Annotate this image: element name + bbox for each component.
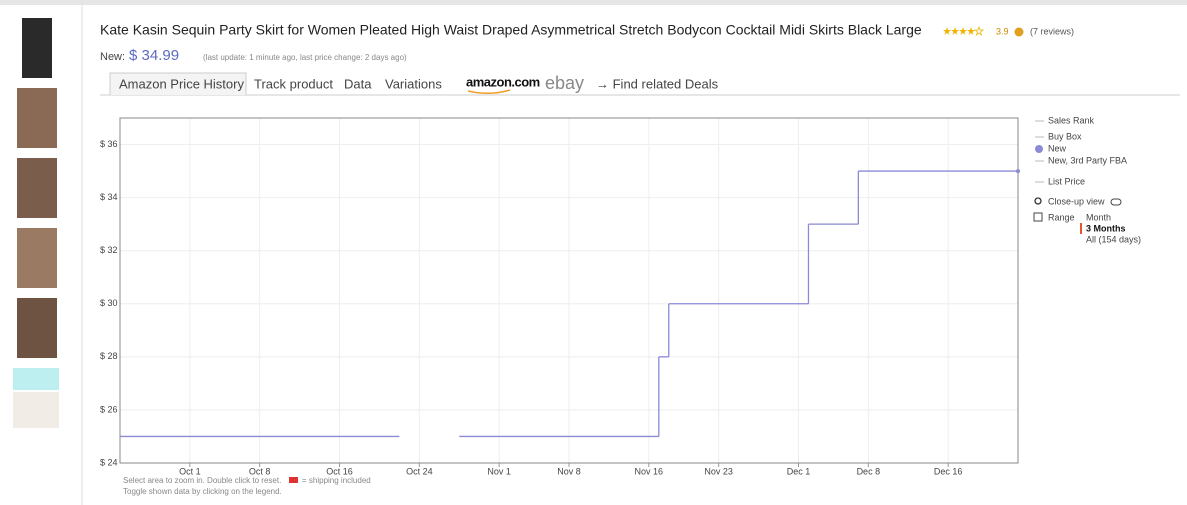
x-tick-label: Dec 8 [857, 466, 881, 476]
active-tab [109, 72, 247, 95]
y-tick-label: $ 26 [100, 404, 118, 414]
range-marker [1080, 223, 1082, 234]
x-tick-label: Oct 1 [179, 466, 201, 476]
legend-dot [1035, 145, 1043, 153]
thumbnail[interactable] [17, 88, 57, 148]
y-tick-label: $ 28 [100, 351, 118, 361]
tab[interactable]: Track product [254, 76, 333, 91]
tab[interactable]: Variations [385, 76, 442, 91]
range-option[interactable]: All (154 days) [1086, 234, 1141, 244]
y-tick-label: $ 34 [100, 192, 118, 202]
y-tick-label: $ 36 [100, 139, 118, 149]
reviews[interactable]: (7 reviews) [1030, 26, 1074, 36]
x-tick-label: Oct 16 [326, 466, 353, 476]
x-tick-label: Nov 23 [704, 466, 733, 476]
range-label: Range [1048, 212, 1075, 222]
ebay-link[interactable]: ebay [545, 73, 584, 93]
legend-item[interactable]: List Price [1048, 176, 1085, 186]
plus-icon[interactable] [1014, 27, 1024, 37]
note: = shipping included [302, 476, 371, 485]
legend: Sales Rank Buy Box New New, 3rd Party FB… [1033, 115, 1141, 244]
calendar-icon [1033, 212, 1043, 222]
thumbnail[interactable] [17, 228, 57, 288]
legend-item[interactable]: New [1048, 143, 1067, 153]
y-tick-label: $ 32 [100, 245, 118, 255]
price: $ 34.99 [129, 47, 179, 64]
x-tick-label: Nov 1 [487, 466, 511, 476]
price-point [1016, 169, 1020, 174]
x-tick-label: Dec 16 [934, 466, 963, 476]
new-label: New: [100, 51, 125, 63]
deals-link[interactable]: → Find related Deals [596, 76, 719, 91]
y-tick-label: $ 24 [100, 457, 118, 467]
note: Select area to zoom in. Double click to … [123, 476, 281, 485]
price-chart[interactable]: $ 24 $ 26 $ 28 $ 30 $ 32 $ 34 $ 36 Oct 1 Oct 8 Oc… [100, 117, 1020, 476]
x-tick-label: Nov 16 [635, 466, 664, 476]
legend-item[interactable]: Sales Rank [1048, 115, 1095, 125]
thumbnail[interactable] [13, 392, 59, 428]
thumbnail[interactable] [13, 368, 59, 390]
thumbnail[interactable] [17, 158, 57, 218]
thumbnail[interactable] [17, 298, 57, 358]
x-tick-label: Nov 8 [557, 466, 581, 476]
amazon-smile [467, 89, 511, 94]
tab[interactable]: Amazon Price History [119, 76, 244, 91]
x-tick-label: Oct 24 [406, 466, 433, 476]
update-note: (last update: 1 minute ago, last price c… [203, 53, 407, 62]
top-bar [0, 0, 1187, 5]
thumbnail[interactable] [22, 18, 52, 78]
amazon-link[interactable]: amazon.com [466, 74, 540, 89]
closeup-toggle[interactable]: Close-up view [1048, 196, 1105, 206]
y-tick-label: $ 30 [100, 298, 118, 308]
product-title: Kate Kasin Sequin Party Skirt for Women … [100, 22, 922, 38]
rating: 3.9 [996, 26, 1009, 36]
stars [943, 26, 984, 36]
legend-item[interactable]: Buy Box [1048, 131, 1082, 141]
search-icon [1034, 197, 1042, 205]
toggle-icon[interactable] [1110, 198, 1122, 206]
plot-frame [119, 117, 1019, 464]
range-option[interactable]: 3 Months [1086, 223, 1126, 233]
thumbnails [13, 18, 59, 428]
tab[interactable]: Data [344, 76, 372, 91]
x-tick-label: Oct 8 [249, 466, 271, 476]
legend-item[interactable]: New, 3rd Party FBA [1048, 155, 1127, 165]
truck-icon [289, 477, 298, 483]
note: Toggle shown data by clicking on the leg… [123, 487, 282, 496]
range-option[interactable]: Month [1086, 212, 1111, 222]
x-tick-label: Dec 1 [787, 466, 811, 476]
